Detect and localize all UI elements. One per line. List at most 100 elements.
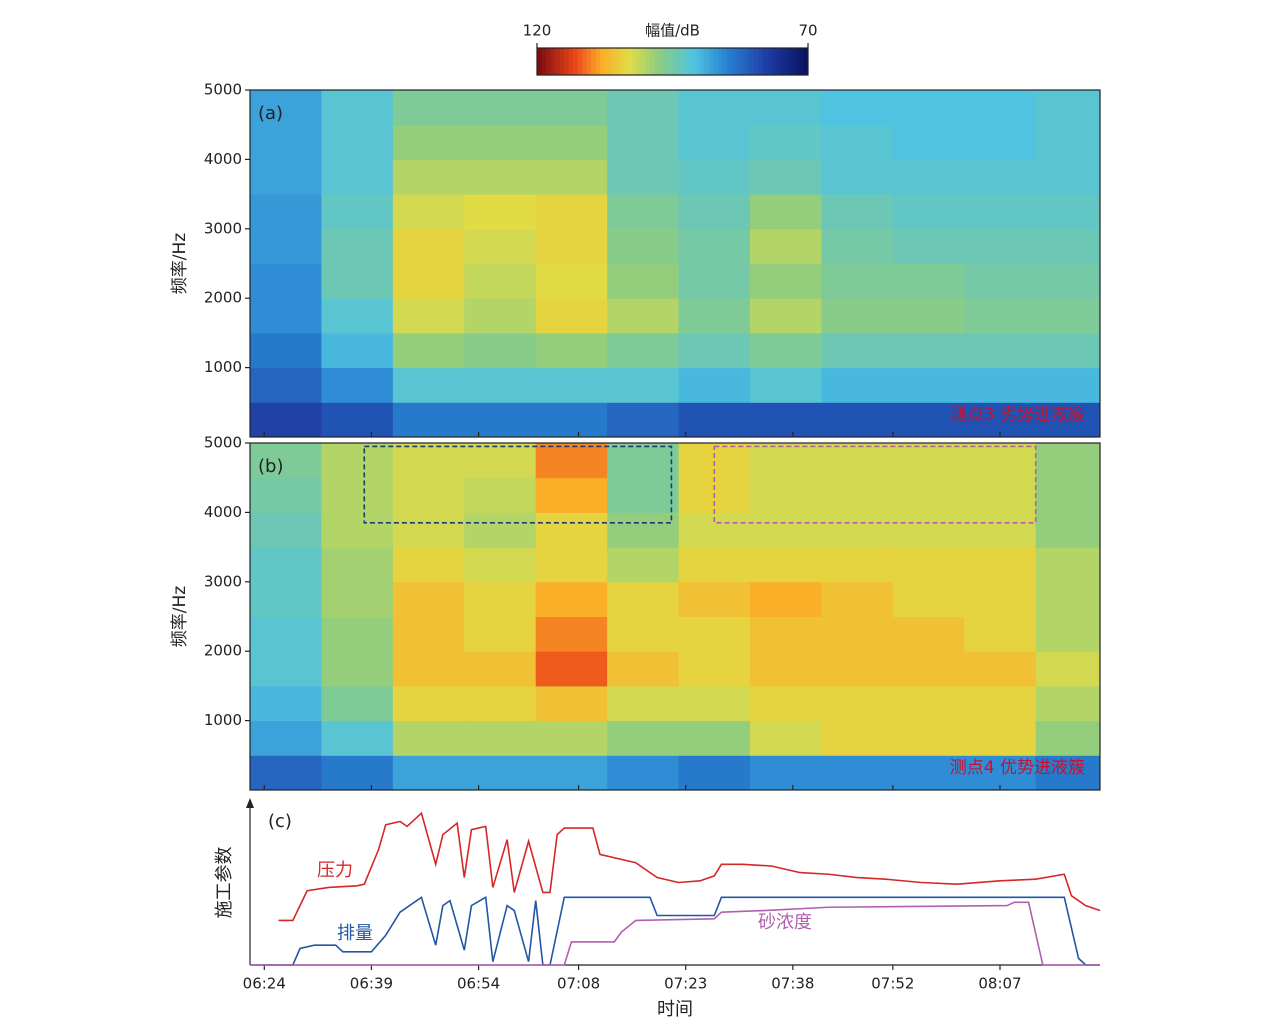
series-label: 压力 [317, 860, 353, 881]
heatmap-cell [821, 512, 894, 548]
heatmap-cell [321, 720, 394, 756]
colorbar-segment [803, 48, 809, 75]
heatmap-cell [964, 298, 1037, 334]
heatmap-cell [892, 443, 965, 479]
heatmap-cell [321, 755, 394, 791]
annotation: 测点3 劣势进液簇 [950, 405, 1085, 425]
heatmap-cell [964, 402, 1037, 438]
heatmap-cell [678, 194, 751, 230]
heatmap-cell [250, 90, 322, 126]
heatmap-cell [821, 228, 894, 264]
heatmap-cell [892, 581, 965, 617]
heatmap-cell [607, 263, 680, 299]
colorbar-segment [722, 48, 728, 75]
heatmap-cell [892, 755, 965, 791]
y-tick-label: 3000 [204, 219, 242, 237]
panel-label: (b) [258, 456, 283, 477]
heatmap-cell [607, 194, 680, 230]
heatmap-cell [392, 512, 465, 548]
heatmap-cell [964, 159, 1037, 195]
heatmap-cell [821, 194, 894, 230]
colorbar-segment [618, 48, 624, 75]
plot-frame [249, 89, 1101, 438]
heatmap-cell [464, 443, 537, 479]
heatmap-cell [750, 90, 822, 126]
heatmap-cell [250, 685, 322, 722]
colorbar-segment [541, 48, 547, 75]
heatmap-cell [1035, 581, 1101, 617]
colorbar-segment [654, 48, 660, 75]
heatmap-cell [464, 616, 537, 652]
colorbar-segment [686, 48, 692, 75]
heatmap-cell [392, 124, 465, 160]
heatmap-cell [964, 228, 1037, 264]
heatmap-cell [392, 720, 465, 756]
heatmap-cell [464, 547, 537, 583]
colorbar-segment [794, 48, 800, 75]
colorbar-segment [677, 48, 683, 75]
heatmap-cell [892, 402, 965, 438]
colorbar-segment [708, 48, 714, 75]
colorbar-segment [622, 48, 628, 75]
heatmap-cell [464, 581, 537, 617]
heatmap-cell [1035, 402, 1101, 438]
heatmap-cell [464, 90, 537, 126]
colorbar-segment [771, 48, 777, 75]
x-axis-title: 时间 [657, 999, 693, 1020]
colorbar-segment [663, 48, 669, 75]
heatmap-cell [892, 720, 965, 756]
heatmap-cell [821, 581, 894, 617]
colorbar-segment [595, 48, 601, 75]
heatmap-cell [964, 720, 1037, 756]
heatmap-cell [250, 332, 322, 369]
heatmap-cell [1035, 685, 1101, 722]
heatmap-cell [678, 367, 751, 403]
heatmap-cell [535, 124, 608, 160]
heatmap-cell [535, 263, 608, 299]
colorbar-segment [758, 48, 764, 75]
heatmap-cell [964, 581, 1037, 617]
heatmap-cell [750, 332, 822, 369]
heatmap-cell [1035, 159, 1101, 195]
colorbar-segment [546, 48, 552, 75]
colorbar-segment [577, 48, 583, 75]
heatmap-cell [607, 402, 680, 438]
heatmap-cell [464, 263, 537, 299]
heatmap-cell [750, 228, 822, 264]
heatmap-cell [321, 547, 394, 583]
heatmap-cell [1035, 512, 1101, 548]
heatmap-cell [392, 443, 465, 479]
heatmap-cell [392, 159, 465, 195]
heatmap-cell [892, 685, 965, 722]
heatmap-cell [892, 194, 965, 230]
heatmap-cell [964, 124, 1037, 160]
colorbar-segment [600, 48, 606, 75]
heatmap-cell [464, 194, 537, 230]
x-tick-label: 06:24 [243, 975, 286, 993]
colorbar-segment [785, 48, 791, 75]
heatmap-cell [321, 228, 394, 264]
heatmap-cell [892, 228, 965, 264]
colorbar-segment [640, 48, 646, 75]
colorbar-segment [726, 48, 732, 75]
heatmap-cell [321, 332, 394, 369]
y-tick-label: 2000 [204, 642, 242, 660]
heatmap-cell [750, 124, 822, 160]
colorbar-segment [613, 48, 619, 75]
heatmap-cell [892, 547, 965, 583]
x-tick-label: 07:38 [771, 975, 814, 993]
heatmap-cell [892, 477, 965, 513]
heatmap-cell [607, 228, 680, 264]
heatmap-cell [964, 616, 1037, 652]
x-tick-label: 07:23 [664, 975, 707, 993]
heatmap-cell [535, 159, 608, 195]
heatmap-cell [464, 720, 537, 756]
heatmap-cell [250, 547, 322, 583]
heatmap-cell [535, 194, 608, 230]
heatmap-cell [964, 332, 1037, 369]
series-line [250, 901, 1100, 966]
x-tick-label: 06:39 [350, 975, 393, 993]
heatmap-cell [250, 367, 322, 403]
